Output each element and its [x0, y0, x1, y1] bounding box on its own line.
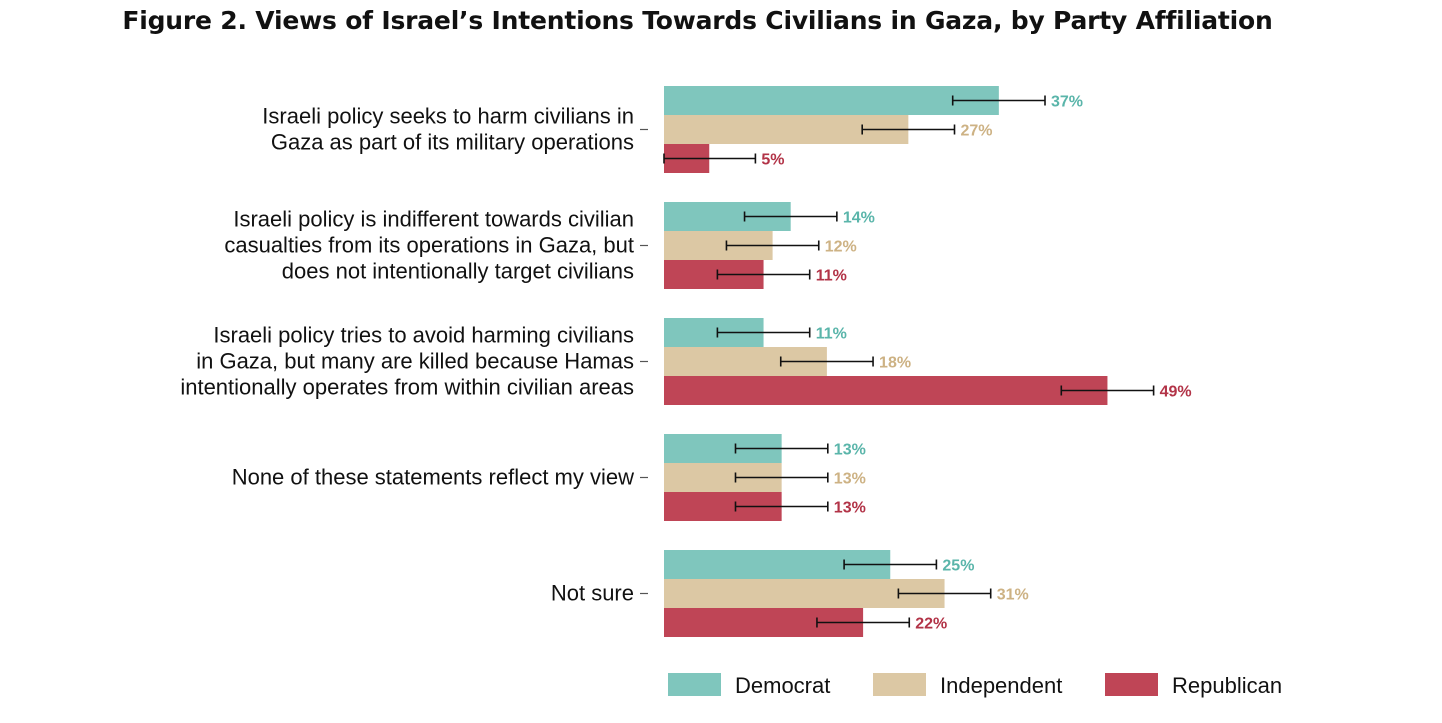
- bar-republican: [664, 376, 1108, 405]
- legend: Democrat Independent Republican: [668, 673, 1282, 698]
- value-label: 13%: [834, 442, 866, 459]
- bar-democrat: [664, 86, 999, 115]
- value-label: 22%: [915, 616, 947, 633]
- category-group: Israeli policy seeks to harm civilians i…: [262, 86, 1083, 173]
- value-label: 5%: [761, 152, 784, 169]
- value-label: 11%: [816, 268, 847, 285]
- value-label: 25%: [942, 558, 974, 575]
- category-group: Israeli policy tries to avoid harming ci…: [180, 318, 1192, 405]
- category-label: casualties from its operations in Gaza, …: [224, 233, 634, 258]
- category-label: in Gaza, but many are killed because Ham…: [196, 349, 634, 374]
- legend-swatch-independent: [873, 673, 926, 696]
- category-group: Israeli policy is indifferent towards ci…: [224, 202, 875, 289]
- legend-label: Independent: [940, 673, 1062, 698]
- category-label: intentionally operates from within civil…: [180, 375, 634, 400]
- category-group: None of these statements reflect my view…: [232, 434, 866, 521]
- legend-label: Republican: [1172, 673, 1282, 698]
- value-label: 37%: [1051, 94, 1083, 111]
- category-label: does not intentionally target civilians: [282, 259, 634, 284]
- value-label: 14%: [843, 210, 875, 227]
- legend-swatch-republican: [1105, 673, 1158, 696]
- value-label: 27%: [961, 123, 993, 140]
- category-label: Israeli policy is indifferent towards ci…: [233, 207, 634, 232]
- value-label: 49%: [1160, 384, 1192, 401]
- value-label: 31%: [997, 587, 1029, 604]
- category-label: Israeli policy seeks to harm civilians i…: [262, 104, 634, 129]
- value-label: 13%: [834, 471, 866, 488]
- legend-swatch-democrat: [668, 673, 721, 696]
- value-label: 12%: [825, 239, 857, 256]
- category-label: Gaza as part of its military operations: [271, 130, 634, 155]
- value-label: 13%: [834, 500, 866, 517]
- chart-title: Figure 2. Views of Israel’s Intentions T…: [122, 6, 1273, 35]
- category-label: Not sure: [551, 581, 634, 606]
- value-label: 18%: [879, 355, 911, 372]
- category-label: None of these statements reflect my view: [232, 465, 634, 490]
- category-label: Israeli policy tries to avoid harming ci…: [213, 323, 634, 348]
- value-label: 11%: [816, 326, 847, 343]
- category-group: Not sure 25% 31% 22%: [551, 550, 1029, 637]
- legend-label: Democrat: [735, 673, 830, 698]
